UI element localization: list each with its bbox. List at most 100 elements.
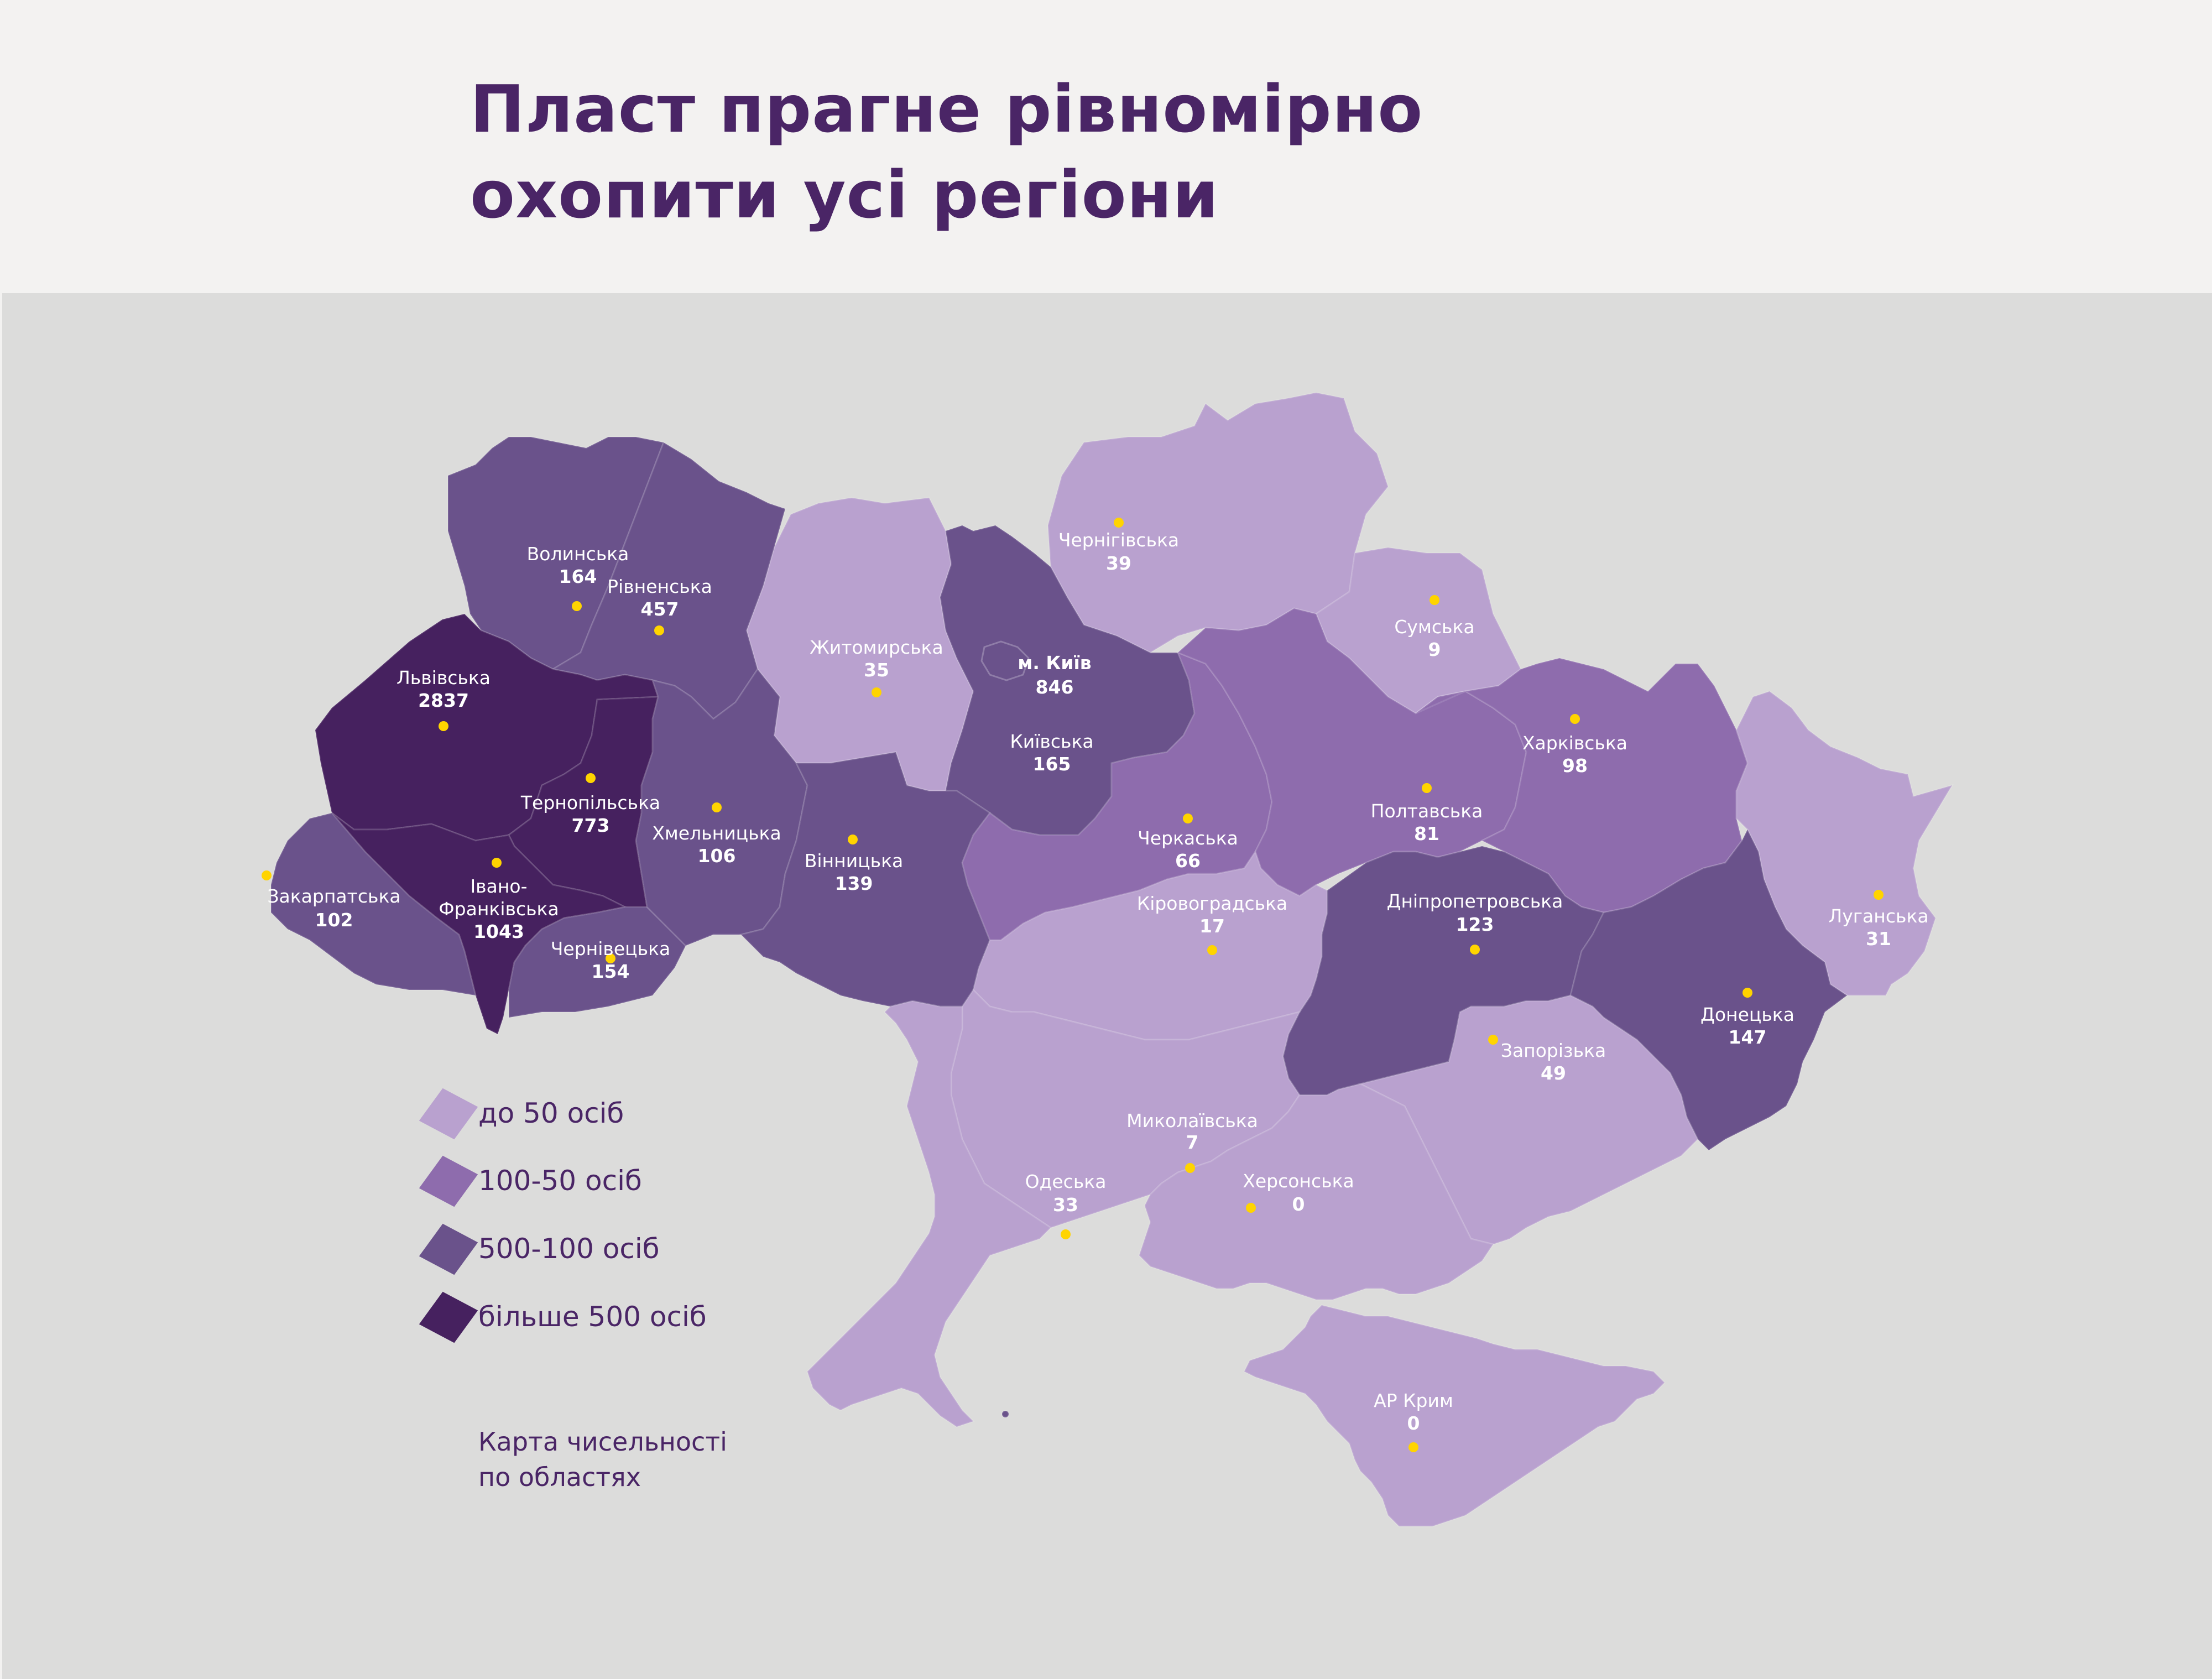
- marker-ternopil: [586, 773, 596, 783]
- label-khmelnytskyi-value: 106: [698, 845, 736, 867]
- marker-volyn: [572, 601, 582, 611]
- legend-swatch: [419, 1291, 478, 1343]
- label-rivne-name: Рівненська: [607, 576, 712, 597]
- label-kirovohrad-value: 17: [1199, 915, 1225, 937]
- title-line-2: охопити усі регіони: [470, 157, 1219, 233]
- label-donetsk-value: 147: [1729, 1026, 1767, 1048]
- marker-mykolaiv: [1185, 1163, 1195, 1173]
- region-kirovohrad: [972, 849, 1328, 1041]
- label-ternopil-name: Тернопільська: [520, 792, 660, 814]
- legend-swatch: [419, 1088, 478, 1140]
- label-odesa-name: Одеська: [1025, 1171, 1107, 1192]
- marker-lviv: [439, 721, 448, 731]
- title-line-1: Пласт прагне рівномірно: [470, 71, 1423, 147]
- label-lviv-name: Львівська: [397, 667, 491, 689]
- label-crimea-name: АР Крим: [1374, 1390, 1453, 1411]
- label-dnipro-value: 123: [1456, 914, 1494, 935]
- label-kherson-name: Херсонська: [1243, 1170, 1354, 1192]
- marker-dnipro: [1470, 945, 1480, 955]
- marker-chernihiv: [1114, 518, 1124, 528]
- marker-kharkiv: [1570, 714, 1580, 724]
- label-zhytomyr-name: Житомирська: [810, 637, 943, 658]
- label-kyiv-city-value: 846: [1036, 676, 1074, 698]
- legend-label: 100-50 осіб: [478, 1165, 642, 1197]
- label-cherkasy-name: Черкаська: [1138, 827, 1238, 849]
- label-vinnytsia-value: 139: [835, 873, 873, 894]
- label-ivano-name-2: Франківська: [439, 898, 559, 920]
- label-vinnytsia-name: Вінницька: [805, 850, 903, 872]
- marker-sumy: [1430, 595, 1439, 605]
- label-kyiv-oblast-value: 165: [1033, 753, 1071, 775]
- legend-item-tier-4: більше 500 осіб: [415, 1291, 912, 1343]
- label-sumy-value: 9: [1428, 639, 1441, 660]
- marker-cherkasy: [1183, 814, 1193, 823]
- label-odesa-value: 33: [1053, 1194, 1078, 1216]
- label-zaporizhzhia-name: Запорізька: [1501, 1040, 1606, 1061]
- marker-rivne: [654, 625, 664, 635]
- marker-odesa: [1061, 1229, 1071, 1239]
- region-odesa: [806, 1000, 1052, 1428]
- label-kirovohrad-name: Кіровоградська: [1137, 893, 1287, 914]
- header: Пласт прагне рівномірно охопити усі регі…: [0, 0, 2212, 293]
- marker-vinnytsia: [848, 835, 858, 844]
- label-zakarpattia-name: Закарпатська: [267, 885, 400, 907]
- marker-kherson: [1246, 1203, 1256, 1213]
- marker-ivano: [492, 858, 502, 868]
- label-zaporizhzhia-value: 49: [1541, 1062, 1566, 1084]
- legend-item-tier-2: 100-50 осіб: [415, 1155, 912, 1207]
- island: [1001, 1410, 1010, 1419]
- label-poltava-name: Полтавська: [1371, 800, 1483, 822]
- caption-line-2: по областях: [478, 1462, 641, 1492]
- label-chernihiv-name: Чернігівська: [1058, 529, 1179, 551]
- label-cherkasy-value: 66: [1175, 850, 1201, 872]
- label-khmelnytskyi-name: Хмельницька: [652, 822, 781, 844]
- region-chernihiv: [1047, 392, 1389, 654]
- label-chernivtsi-name: Чернівецька: [551, 938, 670, 960]
- legend-label: більше 500 осіб: [478, 1301, 707, 1333]
- marker-poltava: [1422, 783, 1432, 793]
- marker-crimea: [1408, 1442, 1418, 1452]
- label-ivano-value: 1043: [473, 921, 524, 942]
- legend-item-tier-3: 500-100 осіб: [415, 1223, 912, 1275]
- marker-zakarpattia: [262, 870, 272, 880]
- label-mykolaiv-value: 7: [1186, 1132, 1199, 1153]
- marker-donetsk: [1743, 988, 1752, 998]
- marker-chernivtsi: [606, 953, 615, 963]
- marker-kirovohrad: [1207, 945, 1217, 955]
- region-crimea: [1243, 1304, 1666, 1527]
- label-zakarpattia-value: 102: [315, 909, 353, 931]
- label-luhansk-name: Луганська: [1828, 905, 1928, 927]
- region-kherson: [1138, 1083, 1495, 1301]
- label-zhytomyr-value: 35: [864, 659, 889, 681]
- legend-swatch: [419, 1155, 478, 1207]
- label-kyiv-oblast-name: Київська: [1010, 731, 1093, 752]
- marker-luhansk: [1874, 890, 1884, 900]
- page-title: Пласт прагне рівномірно охопити усі регі…: [470, 66, 1423, 238]
- legend-label: 500-100 осіб: [478, 1233, 660, 1265]
- label-kharkiv-name: Харківська: [1522, 732, 1627, 754]
- label-kyiv-city-name: м. Київ: [1018, 652, 1091, 674]
- markers: [262, 518, 1884, 1452]
- label-poltava-value: 81: [1414, 823, 1439, 844]
- label-chernivtsi-value: 154: [592, 961, 630, 982]
- label-crimea-value: 0: [1407, 1412, 1420, 1434]
- caption-line-1: Карта чисельності: [478, 1427, 727, 1457]
- region-zakarpattia: [270, 812, 477, 997]
- region-kyiv-city: [980, 640, 1030, 681]
- label-ivano-name-1: Івано-: [470, 875, 527, 897]
- label-donetsk-name: Донецька: [1700, 1004, 1794, 1025]
- marker-zhytomyr: [872, 687, 881, 697]
- region-chernivtsi: [508, 906, 687, 1019]
- label-mykolaiv-name: Миколаївська: [1126, 1110, 1258, 1132]
- label-ternopil-value: 773: [572, 815, 610, 836]
- map-caption: Карта чисельності по областях: [478, 1424, 727, 1495]
- region-labels: Волинська 164 Рівненська 457 Львівська 2…: [267, 529, 1928, 1434]
- label-rivne-value: 457: [641, 598, 679, 620]
- legend-label: до 50 осіб: [478, 1097, 624, 1129]
- label-kharkiv-value: 98: [1562, 755, 1588, 776]
- label-chernihiv-value: 39: [1106, 552, 1131, 574]
- marker-zaporizhzhia: [1488, 1035, 1498, 1045]
- legend-swatch: [419, 1223, 478, 1275]
- label-lviv-value: 2837: [418, 690, 469, 711]
